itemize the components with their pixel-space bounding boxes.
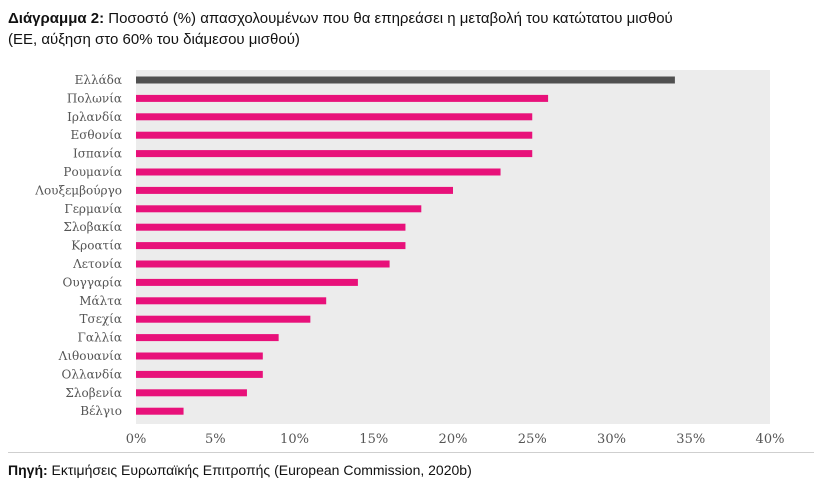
x-tick-label: 0% (126, 432, 147, 447)
bar (136, 76, 675, 84)
category-label: Εσθονία (70, 128, 122, 142)
category-label: Βέλγιο (80, 404, 122, 418)
chart-title: Διάγραμμα 2: Ποσοστό (%) απασχολουμένων … (8, 8, 818, 50)
category-label: Ιρλανδία (67, 110, 122, 124)
category-label: Πολωνία (67, 91, 122, 105)
x-tick-label: 35% (676, 432, 705, 447)
bar (136, 223, 406, 231)
x-tick-label: 10% (280, 432, 309, 447)
category-label: Κροατία (71, 239, 122, 253)
x-tick-label: 25% (518, 432, 547, 447)
bar (136, 352, 263, 360)
bar (136, 315, 311, 323)
bar (136, 370, 263, 378)
category-label: Ρουμανία (63, 165, 122, 179)
chart-subtitle: (ΕΕ, αύξηση στο 60% του διάμεσου μισθού) (8, 31, 300, 48)
category-label: Τσεχία (80, 312, 123, 326)
x-tick-label: 15% (359, 432, 388, 447)
bar (136, 113, 533, 121)
source-lead: Πηγή: (8, 462, 48, 478)
category-label: Λετονία (72, 257, 122, 271)
category-label: Λιθουανία (58, 349, 122, 363)
bar (136, 168, 501, 176)
category-label: Σλοβενία (65, 386, 122, 400)
bar (136, 205, 422, 213)
bar-chart: Ελλάδα Πολωνία Ιρλανδία Εσθονία Ισπανία Ρουμα… (34, 70, 785, 447)
bar (136, 389, 247, 397)
category-label: Γερμανία (64, 202, 122, 216)
divider (8, 452, 814, 453)
bar (136, 297, 327, 305)
category-label: Ολλανδία (62, 367, 122, 381)
category-label: Γαλλία (78, 331, 122, 345)
chart-title-text: Ποσοστό (%) απασχολουμένων που θα επηρεά… (104, 10, 673, 27)
category-label: Ισπανία (73, 147, 122, 161)
chart-title-lead: Διάγραμμα 2: (8, 10, 105, 27)
category-label: Μάλτα (79, 294, 122, 308)
source-note: Πηγή: Εκτιμήσεις Ευρωπαϊκής Επιτροπής (E… (8, 460, 472, 480)
bar (136, 407, 184, 415)
x-tick-label: 30% (597, 432, 626, 447)
x-tick-label: 20% (439, 432, 468, 447)
bar (136, 260, 390, 268)
category-label: Ουγγαρία (63, 275, 122, 289)
x-tick-label: 40% (756, 432, 785, 447)
source-text: Εκτιμήσεις Ευρωπαϊκής Επιτροπής (Europea… (47, 462, 472, 478)
category-label: Ελλάδα (75, 73, 122, 87)
bar (136, 94, 549, 102)
bar (136, 242, 406, 250)
category-label: Σλοβακία (63, 220, 122, 234)
x-tick-label: 5% (205, 432, 226, 447)
bar (136, 131, 533, 139)
bar (136, 150, 533, 158)
bar (136, 334, 279, 342)
bar (136, 278, 358, 286)
bar (136, 186, 453, 194)
chart-area: Ελλάδα Πολωνία Ιρλανδία Εσθονία Ισπανία Ρουμα… (0, 62, 829, 457)
category-label: Λουξεμβούργο (34, 183, 122, 197)
